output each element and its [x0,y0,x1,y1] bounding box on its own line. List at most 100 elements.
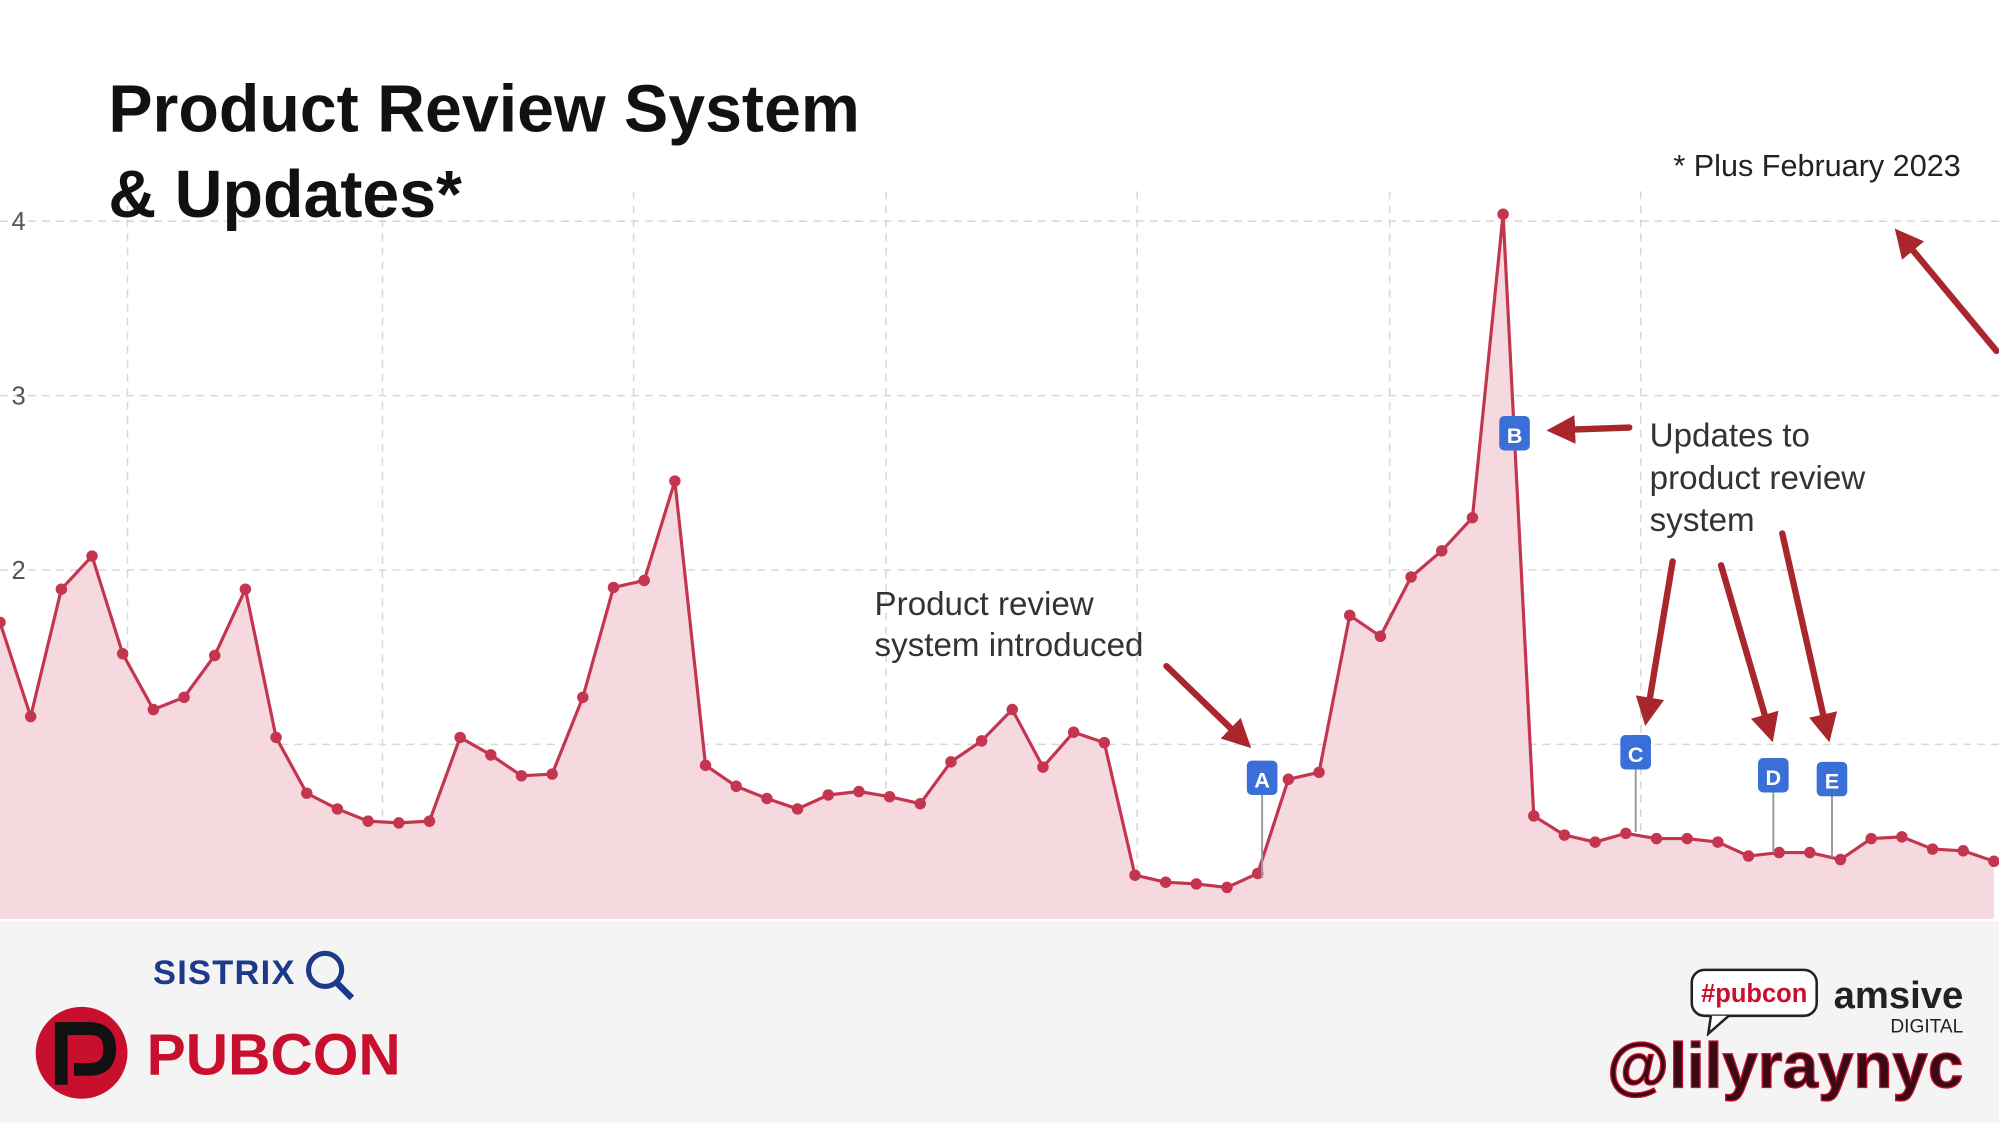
point [178,691,190,704]
sistrix-icon [305,950,345,990]
point [761,792,773,805]
point [1037,761,1049,773]
point [515,770,528,782]
point [208,649,221,662]
point [1190,878,1203,890]
point [546,768,558,780]
point [1712,836,1724,848]
point [239,583,252,595]
point [1006,703,1019,716]
point [1067,726,1080,738]
point [270,731,282,744]
point [1374,630,1387,643]
point [607,581,620,594]
point [1681,832,1693,845]
plot: 1234ABCDE [0,191,1999,919]
point [1558,829,1571,841]
point [24,710,37,723]
title-line: Product Review System [108,72,859,146]
point [454,731,466,744]
hashtag: #pubcon [1701,980,1807,1008]
point [1528,810,1540,822]
event-marker [1499,416,1530,451]
event-marker-label: D [1766,765,1782,790]
point [1804,846,1816,859]
point [1129,869,1141,881]
arrow [1546,415,1633,444]
point [331,803,344,815]
point [853,785,865,798]
footer: SISTRIX PUBCON #pubcon amsive DIGITAL @l… [0,921,1999,1123]
sistrix-icon [334,980,355,1001]
point [1436,545,1448,557]
arrow [1163,662,1252,749]
point [1773,846,1785,859]
annotation-text: product review [1650,460,1867,497]
arrow [1635,558,1676,726]
point [147,703,160,716]
event-marker-label: B [1507,423,1523,448]
point [1313,766,1325,779]
point [914,797,926,810]
pubcon-icon [54,1022,117,1085]
annotation-text: system [1650,502,1755,539]
point [638,574,650,587]
annotation-text: Updates to [1650,418,1810,455]
point [669,475,681,487]
point [1926,843,1939,855]
annotation-text: Product review [875,586,1095,623]
point [975,735,988,747]
annotations: Product review system introduced Updates… [875,418,1867,664]
arrow [1717,562,1779,743]
pubcon-logo: PUBCON [147,1022,401,1087]
point [1620,827,1632,840]
point [791,803,804,815]
event-marker-label: A [1254,767,1270,792]
point [1896,831,1908,843]
note: * Plus February 2023 [1673,149,1960,183]
y-tick-label: 2 [11,557,25,585]
event-marker-label: C [1628,742,1644,767]
point [1497,208,1509,220]
sistrix-logo: SISTRIX [153,954,296,992]
point [1957,845,1969,857]
point [86,550,98,562]
point [1650,832,1663,845]
point [945,756,957,768]
title-line: & Updates* [108,158,462,232]
point [1251,867,1264,880]
point [1834,853,1847,866]
point [0,616,6,629]
point [1343,609,1356,622]
point [1098,736,1111,749]
event-marker [1246,760,1278,796]
amsive-digital: DIGITAL [1890,1016,1963,1037]
point [730,780,742,793]
event-marker [1758,758,1789,793]
point [1988,855,1999,868]
arrows [1163,228,1999,749]
point [1589,836,1601,848]
point [577,691,589,704]
point [1742,850,1755,862]
point [55,583,68,595]
area [0,214,1994,919]
point [1221,881,1233,894]
point [1159,876,1172,888]
hashtag-bubble [1690,968,1818,1018]
arrow [1779,530,1838,743]
handle: @lilyraynyc [1607,1029,1963,1101]
point [1466,511,1479,524]
y-tick-label: 3 [11,383,25,411]
hashtag-bubble [1706,1014,1730,1037]
point [822,789,834,801]
titles: Product Review System & Updates* * Plus … [108,72,1960,232]
point [1405,571,1417,583]
y-tick-label: 4 [11,208,25,236]
point [423,815,436,827]
annotation-text: system introduced [875,627,1144,664]
point [699,759,712,772]
point [485,749,497,761]
point [1282,773,1295,786]
